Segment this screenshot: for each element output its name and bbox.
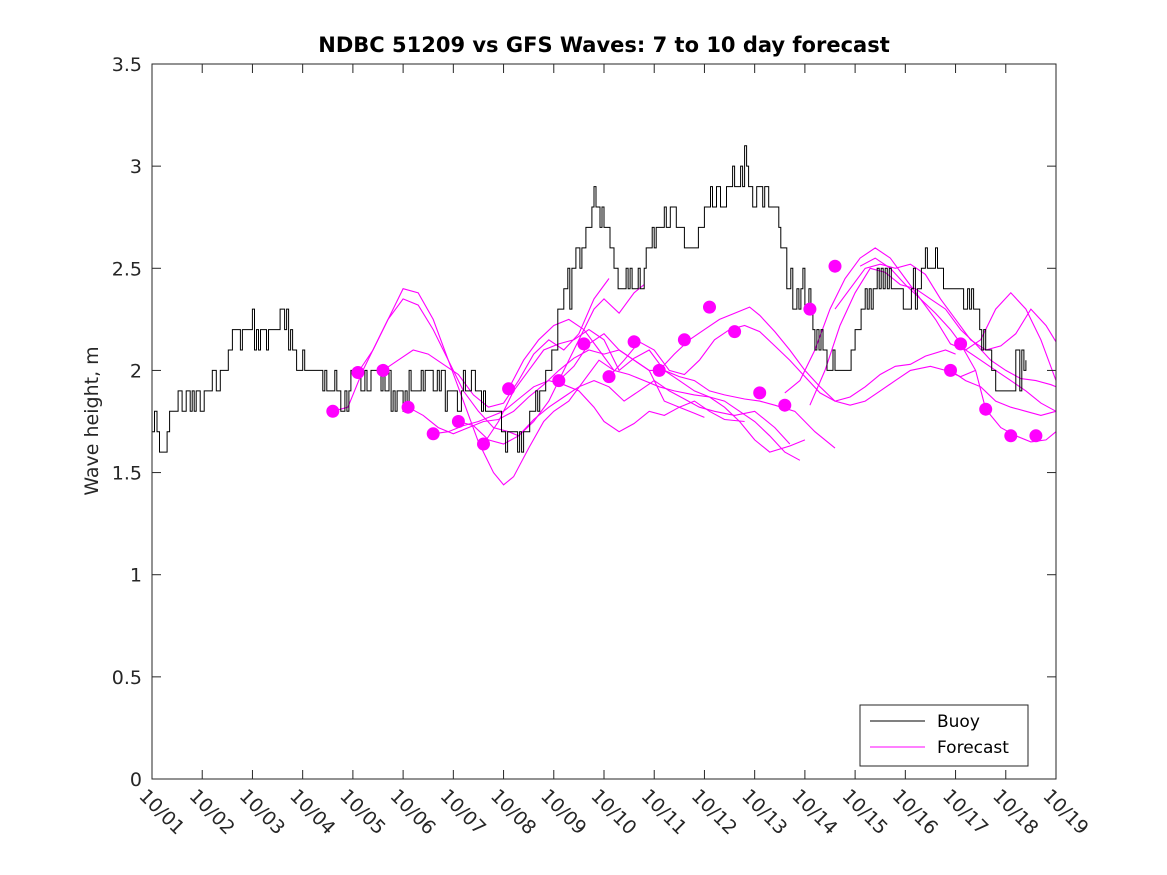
y-tick-label-0: 0 xyxy=(130,769,142,791)
forecast-marker-21 xyxy=(944,363,957,377)
forecast-line-4 xyxy=(407,349,705,435)
forecast-marker-11 xyxy=(602,370,616,384)
forecast-marker-1 xyxy=(326,404,340,418)
legend-buoy-label: Buoy xyxy=(937,712,980,732)
forecast-marker-8 xyxy=(502,382,516,396)
forecast-marker-7 xyxy=(477,437,490,451)
forecast-marker-5 xyxy=(426,427,440,441)
forecast-marker-13 xyxy=(652,363,666,377)
forecast-marker-10 xyxy=(577,337,591,351)
y-axis-label: Wave height, m xyxy=(81,346,103,495)
forecast-marker-25 xyxy=(1029,429,1043,443)
forecast-line-8 xyxy=(508,318,801,461)
chart-title: NDBC 51209 vs GFS Waves: 7 to 10 day for… xyxy=(318,33,889,57)
series-layer xyxy=(152,145,1057,486)
forecast-marker-15 xyxy=(703,300,716,314)
forecast-marker-6 xyxy=(451,415,465,428)
forecast-marker-2 xyxy=(351,366,365,379)
forecast-line-9 xyxy=(558,332,806,453)
y-tick-label-1: 0.5 xyxy=(112,667,142,689)
forecast-line-14 xyxy=(834,263,1057,351)
forecast-line-5 xyxy=(433,380,745,435)
forecast-marker-17 xyxy=(753,386,767,400)
forecast-marker-4 xyxy=(401,400,415,414)
forecast-marker-20 xyxy=(828,259,842,273)
forecast-line-3 xyxy=(382,278,610,408)
forecast-line-7 xyxy=(483,328,836,449)
forecast-marker-23 xyxy=(979,402,993,416)
buoy-line xyxy=(152,145,1027,453)
forecast-marker-22 xyxy=(954,337,968,351)
forecast-marker-19 xyxy=(803,302,817,316)
legend-forecast-label: Forecast xyxy=(937,738,1009,758)
forecast-marker-9 xyxy=(552,374,566,388)
forecast-line-6 xyxy=(458,379,791,445)
forecast-marker-14 xyxy=(677,333,691,347)
forecast-line-16 xyxy=(950,369,1057,416)
forecast-marker-18 xyxy=(778,398,792,412)
forecast-line-10 xyxy=(608,324,976,406)
forecast-line-13 xyxy=(809,267,1057,406)
y-tick-label-6: 3 xyxy=(130,156,142,178)
y-tick-label-5: 2.5 xyxy=(112,258,142,280)
forecast-marker-24 xyxy=(1004,429,1018,443)
y-tick-label-7: 3.5 xyxy=(112,54,142,76)
y-tick-label-2: 1 xyxy=(130,565,142,587)
legend-box xyxy=(859,704,1029,767)
y-tick-label-4: 2 xyxy=(130,360,142,382)
forecast-marker-3 xyxy=(376,363,390,377)
forecast-marker-16 xyxy=(728,325,742,339)
forecast-marker-12 xyxy=(627,335,641,349)
legend: Buoy Forecast xyxy=(859,704,1029,767)
y-tick-label-3: 1.5 xyxy=(112,463,142,485)
